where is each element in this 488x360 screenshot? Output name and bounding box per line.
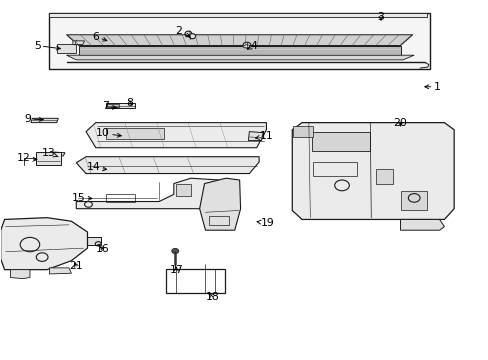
Bar	[107, 104, 119, 107]
Polygon shape	[293, 126, 312, 137]
Bar	[176, 184, 190, 196]
Polygon shape	[49, 13, 429, 69]
Polygon shape	[400, 220, 444, 230]
Text: 7: 7	[102, 102, 116, 112]
Text: 3: 3	[377, 12, 384, 22]
Polygon shape	[79, 45, 400, 55]
Bar	[312, 162, 356, 176]
Text: 6: 6	[92, 32, 107, 41]
Bar	[166, 269, 224, 293]
Polygon shape	[0, 218, 87, 270]
Polygon shape	[199, 178, 240, 230]
Circle shape	[243, 42, 250, 48]
Circle shape	[171, 248, 178, 253]
Polygon shape	[105, 103, 135, 108]
Text: 2: 2	[175, 26, 189, 37]
Polygon shape	[76, 157, 259, 174]
Text: 19: 19	[257, 218, 274, 228]
Bar	[209, 216, 228, 225]
Text: 1: 1	[424, 82, 440, 92]
Text: 14: 14	[86, 162, 106, 172]
Bar	[36, 152, 61, 165]
Circle shape	[184, 31, 191, 36]
Text: 18: 18	[205, 292, 219, 302]
Polygon shape	[57, 44, 76, 53]
Text: 8: 8	[126, 98, 133, 108]
Polygon shape	[242, 44, 252, 48]
Polygon shape	[76, 178, 219, 209]
Circle shape	[188, 34, 195, 39]
Bar	[375, 169, 392, 184]
Text: 20: 20	[393, 118, 407, 128]
Polygon shape	[292, 123, 453, 220]
Polygon shape	[86, 123, 266, 148]
Bar	[105, 194, 135, 202]
Bar	[311, 132, 369, 151]
Polygon shape	[66, 35, 412, 45]
Text: 11: 11	[255, 131, 273, 141]
Polygon shape	[248, 132, 263, 140]
Text: 16: 16	[96, 244, 110, 254]
Text: 5: 5	[34, 41, 60, 50]
Polygon shape	[52, 152, 65, 156]
Text: 21: 21	[69, 261, 83, 271]
Text: 13: 13	[41, 148, 58, 158]
Text: 10: 10	[96, 129, 121, 138]
Text: 4: 4	[247, 41, 257, 50]
Text: 12: 12	[17, 153, 37, 163]
Polygon shape	[49, 268, 71, 274]
Text: 9: 9	[24, 114, 43, 124]
Polygon shape	[66, 55, 413, 60]
Polygon shape	[49, 13, 427, 17]
Text: 15: 15	[72, 193, 92, 203]
Polygon shape	[10, 270, 30, 279]
Text: 17: 17	[169, 265, 183, 275]
Bar	[400, 191, 427, 211]
Bar	[87, 237, 101, 245]
Polygon shape	[31, 118, 58, 123]
Bar	[105, 128, 163, 139]
Polygon shape	[73, 41, 84, 44]
